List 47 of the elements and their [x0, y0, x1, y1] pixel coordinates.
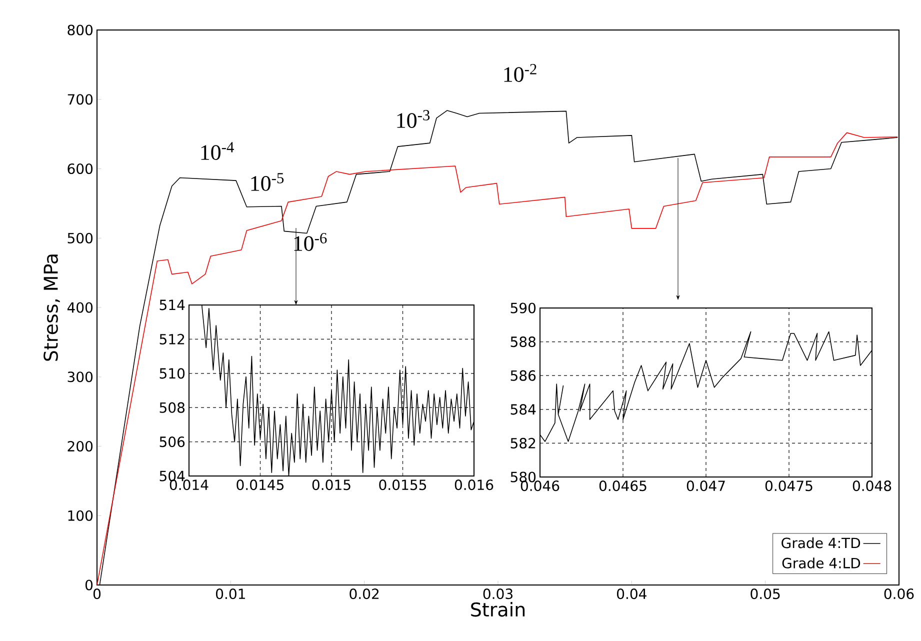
- annotation: 10$^{-3}$: [397, 110, 430, 128]
- x-tick-label: 0.04: [617, 588, 646, 600]
- y-axis-title: Stress, MPa: [44, 254, 60, 361]
- x-tick-label: 0.014: [170, 480, 208, 490]
- x-tick-label: 0.02: [350, 588, 379, 600]
- x-tick-label: 0.047: [686, 480, 725, 492]
- y-tick-label: 584: [510, 404, 536, 415]
- x-axis-title: Strain: [471, 602, 525, 617]
- x-tick-label: 0.05: [750, 588, 780, 600]
- y-tick-label: 510: [160, 368, 185, 379]
- x-tick-label: 0.048: [852, 480, 892, 492]
- y-tick-label: 600: [68, 163, 93, 174]
- y-tick-label: 514: [160, 300, 185, 310]
- y-tick-label: 800: [68, 24, 93, 36]
- y-tick-label: 586: [510, 370, 536, 381]
- x-tick-label: 0.0155: [379, 480, 426, 490]
- legend-label: Grade 4:LD: [782, 558, 860, 568]
- x-tick-label: 0.0475: [765, 480, 812, 492]
- y-tick-label: 580: [510, 472, 536, 482]
- annotation: 10$^{-5}$: [251, 173, 284, 191]
- y-tick-label: 506: [160, 436, 185, 448]
- x-tick-label: 0.01: [216, 588, 245, 600]
- y-tick-label: 582: [510, 438, 536, 448]
- x-tick-label: 0.046: [520, 480, 560, 492]
- x-tick-label: 0.06: [884, 588, 914, 600]
- x-tick-label: 0.0465: [599, 480, 646, 492]
- y-tick-label: 100: [68, 510, 93, 521]
- y-tick-label: 504: [160, 470, 185, 482]
- annotation: 10$^{-4}$: [201, 142, 234, 160]
- y-tick-label: 0: [85, 580, 93, 590]
- annotation: 10$^{-2}$: [504, 64, 536, 82]
- y-tick-label: 590: [510, 302, 536, 314]
- x-tick-label: 0.0145: [236, 480, 284, 490]
- annotation: 10$^{-6}$: [294, 233, 327, 251]
- x-tick-label: 0.015: [312, 480, 350, 490]
- y-tick-label: 200: [68, 440, 93, 452]
- x-tick-label: 0.016: [454, 480, 494, 490]
- x-tick-label: 0: [93, 588, 101, 600]
- y-tick-label: 400: [67, 302, 93, 313]
- y-tick-label: 500: [68, 232, 93, 244]
- y-tick-label: 588: [510, 336, 536, 348]
- y-tick-label: 512: [160, 334, 184, 344]
- y-tick-label: 700: [68, 94, 93, 105]
- x-tick-label: 0.03: [483, 588, 512, 600]
- legend-label: Grade 4:TD: [782, 537, 860, 548]
- y-tick-label: 508: [160, 402, 185, 413]
- y-tick-label: 300: [68, 372, 93, 382]
